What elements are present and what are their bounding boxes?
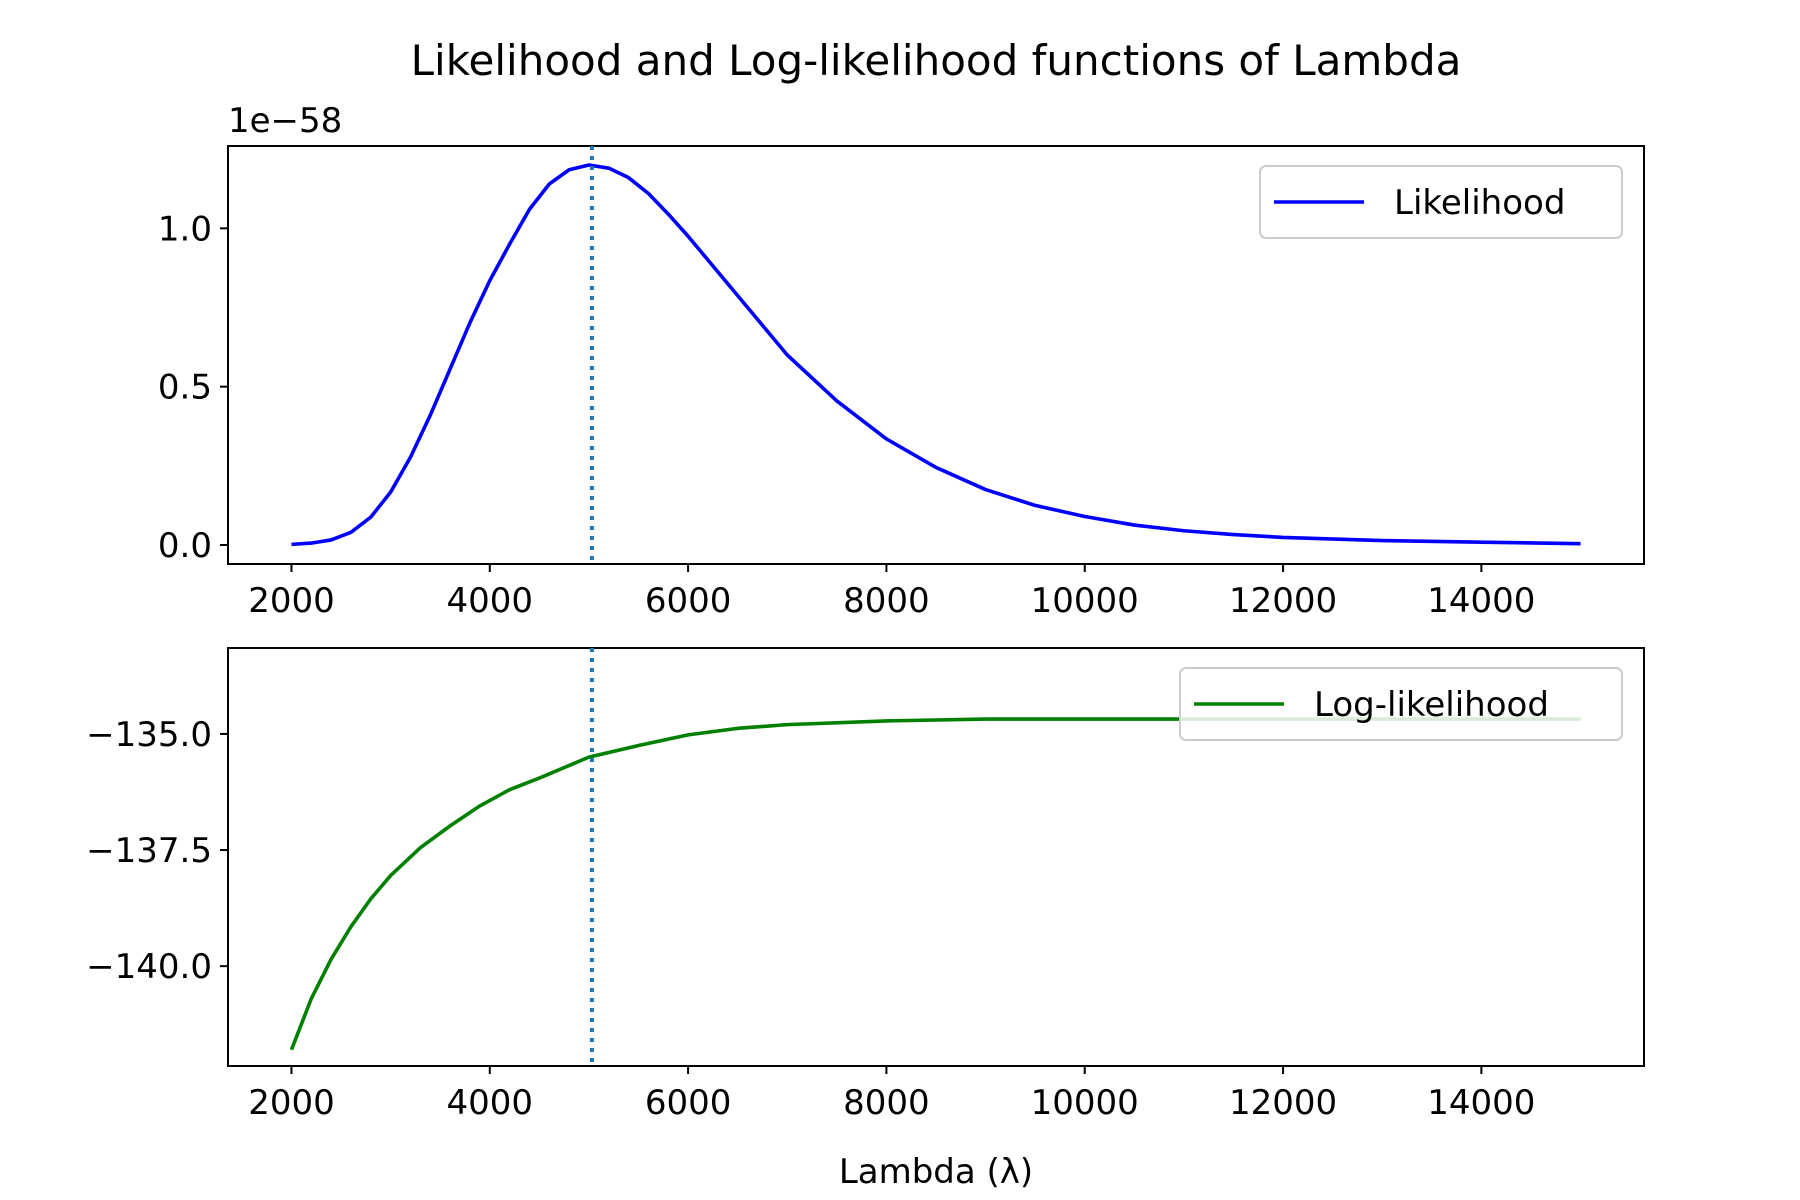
legend-frame bbox=[1179, 667, 1623, 741]
legend-label: Likelihood bbox=[1394, 183, 1565, 223]
legend-frame bbox=[1259, 165, 1623, 239]
likelihood-axes: 2000 4000 6000 8000 10000 12000 14000 0.0 0.5 1.0… bbox=[158, 101, 1645, 621]
y-tick-label: 0.0 bbox=[158, 526, 212, 566]
x-tick-label: 6000 bbox=[645, 581, 732, 621]
x-tick-label: 14000 bbox=[1427, 1083, 1535, 1123]
series-line-log-likelihood bbox=[289, 717, 1581, 1051]
series-line-likelihood bbox=[291, 163, 1581, 547]
y-tick-label: −137.5 bbox=[86, 831, 212, 871]
y-offset-text: 1e−58 bbox=[228, 101, 342, 141]
axes-frame bbox=[227, 647, 1645, 1067]
x-tick-label: 4000 bbox=[447, 581, 534, 621]
x-tick-label: 10000 bbox=[1031, 1083, 1139, 1123]
x-tick-label: 8000 bbox=[843, 581, 930, 621]
x-tick-label: 2000 bbox=[248, 1083, 335, 1123]
x-tick-label: 4000 bbox=[447, 1083, 534, 1123]
figure-title: Likelihood and Log-likelihood functions … bbox=[411, 36, 1462, 85]
x-tick-label: 12000 bbox=[1229, 1083, 1337, 1123]
y-tick-label: −135.0 bbox=[86, 715, 212, 755]
x-tick-label: 10000 bbox=[1031, 581, 1139, 621]
x-tick-label: 12000 bbox=[1229, 581, 1337, 621]
x-tick-label: 2000 bbox=[248, 581, 335, 621]
legend: Log-likelihood bbox=[1179, 667, 1623, 741]
y-tick-label: 1.0 bbox=[158, 209, 212, 249]
axes-frame bbox=[227, 145, 1645, 565]
log-likelihood-axes: 2000 4000 6000 8000 10000 12000 14000 −135.0 −13… bbox=[86, 647, 1645, 1123]
x-tick-label: 14000 bbox=[1427, 581, 1535, 621]
y-tick-label: 0.5 bbox=[158, 368, 212, 408]
legend-label: Log-likelihood bbox=[1314, 685, 1549, 725]
legend: Likelihood bbox=[1259, 165, 1623, 239]
x-axis-label: Lambda (λ) bbox=[839, 1152, 1033, 1192]
x-tick-label: 8000 bbox=[843, 1083, 930, 1123]
y-tick-label: −140.0 bbox=[86, 947, 212, 987]
x-tick-label: 6000 bbox=[645, 1083, 732, 1123]
